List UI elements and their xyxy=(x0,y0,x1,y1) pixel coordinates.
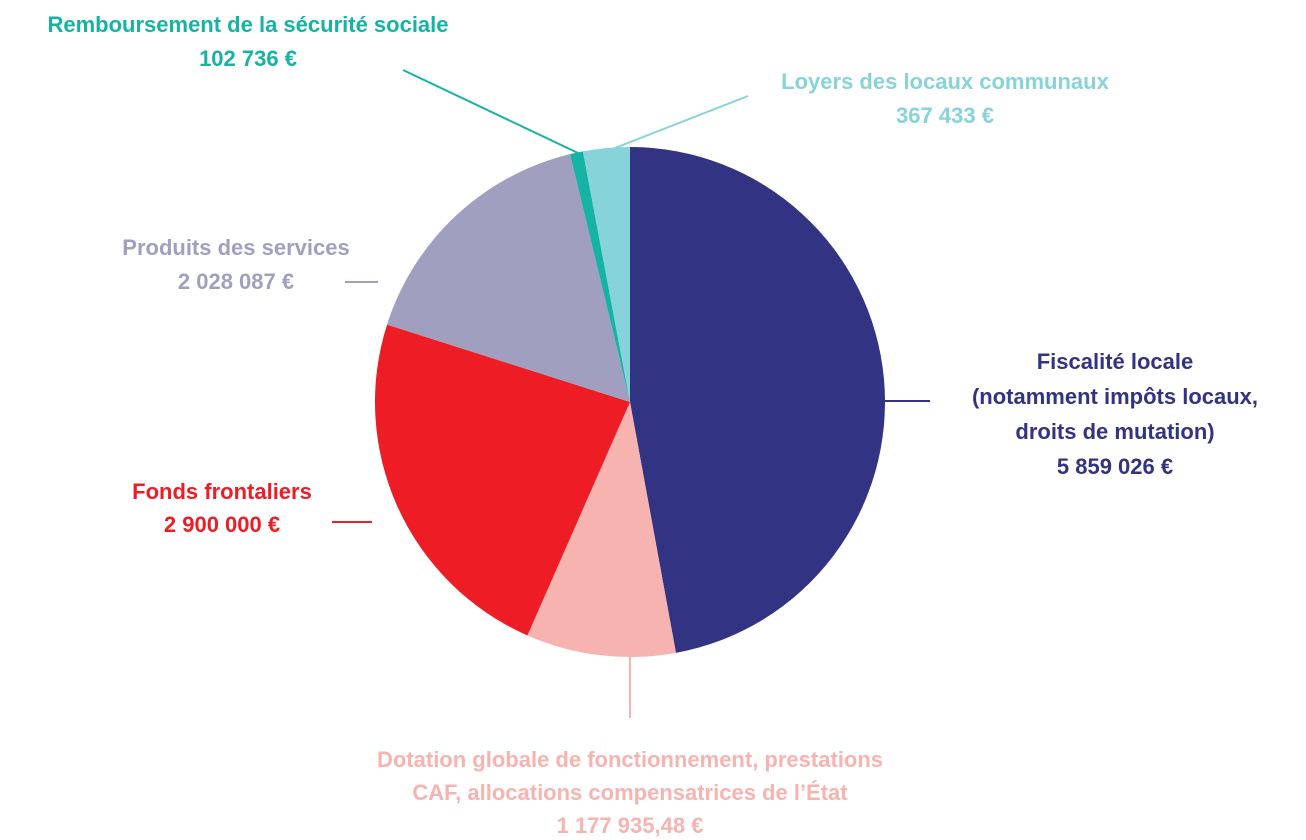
slice-name: Remboursement de la sécurité sociale xyxy=(47,12,449,37)
slice-value: 1 177 935,48 € xyxy=(556,813,704,838)
pie-slice xyxy=(374,324,630,636)
slice-label: Produits des services 2 028 087 € xyxy=(122,231,349,299)
slice-name: Fonds frontaliers xyxy=(132,479,312,504)
pie-slice xyxy=(569,151,630,402)
pie-slice xyxy=(582,147,630,402)
slice-value: 5 859 026 € xyxy=(1056,454,1174,479)
slice-name: Dotation globale de fonctionnement, pres… xyxy=(376,747,884,805)
slice-name: Loyers des locaux communaux xyxy=(781,69,1109,94)
slice-value: 2 900 000 € xyxy=(163,512,281,537)
slice-label: Remboursement de la sécurité sociale 102 … xyxy=(47,8,448,76)
slice-value: 367 433 € xyxy=(896,103,994,128)
pie-slice xyxy=(387,154,630,402)
slice-label: Loyers des locaux communaux 367 433 € xyxy=(781,65,1109,133)
pie-slice xyxy=(527,402,676,657)
slice-value: 102 736 € xyxy=(199,46,297,71)
pie-slice xyxy=(630,147,886,653)
slice-label: Dotation globale de fonctionnement, pres… xyxy=(377,743,883,840)
slice-value: 2 028 087 € xyxy=(177,269,295,294)
leader-line xyxy=(402,69,579,154)
slice-label: Fonds frontaliers 2 900 000 € xyxy=(132,475,312,541)
slice-label: Fiscalité locale (notamment impôts locau… xyxy=(972,344,1258,484)
leader-line xyxy=(614,95,749,149)
slice-name: Produits des services xyxy=(122,235,350,260)
slice-name: Fiscalité locale (notamment impôts locau… xyxy=(971,349,1259,444)
